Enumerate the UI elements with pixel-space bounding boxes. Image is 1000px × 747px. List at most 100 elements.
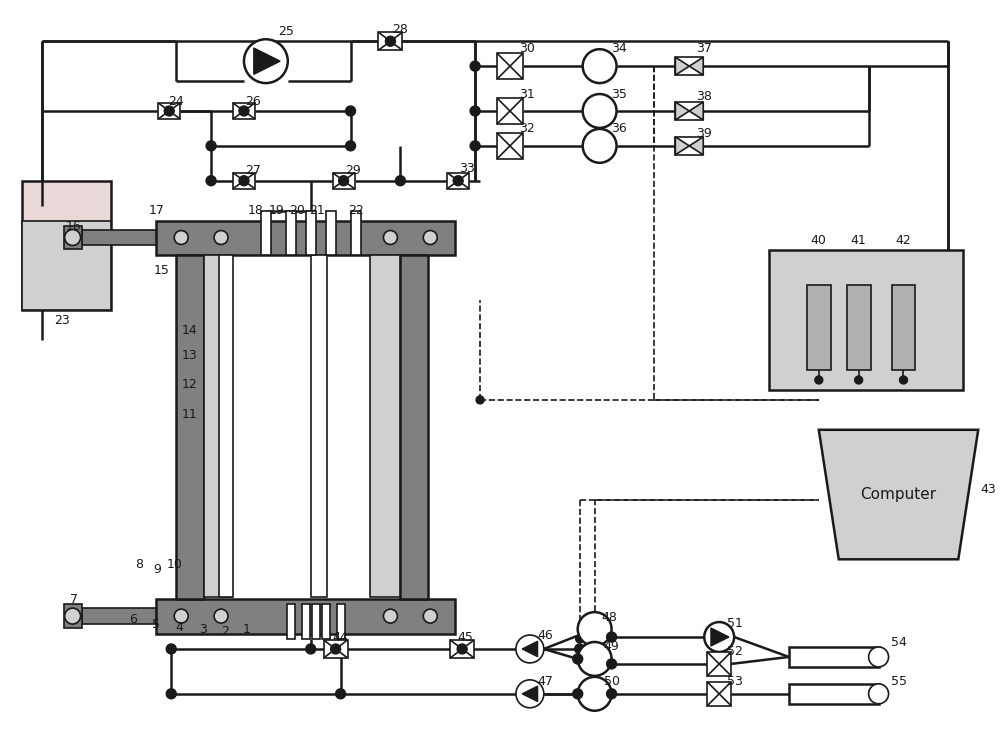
Bar	[892, 285, 915, 370]
Polygon shape	[689, 137, 703, 155]
Circle shape	[583, 94, 617, 128]
Bar	[324, 640, 348, 658]
Bar	[156, 220, 455, 255]
Circle shape	[607, 659, 617, 669]
Circle shape	[573, 654, 583, 664]
Bar	[333, 173, 355, 189]
Text: 39: 39	[696, 128, 712, 140]
Circle shape	[470, 106, 480, 116]
Bar	[807, 285, 831, 370]
Text: 23: 23	[54, 314, 70, 326]
Text: 24: 24	[168, 95, 184, 108]
Circle shape	[214, 609, 228, 623]
Text: 9: 9	[153, 562, 161, 576]
Circle shape	[166, 644, 176, 654]
Circle shape	[244, 40, 288, 83]
Bar	[707, 682, 731, 706]
Circle shape	[583, 49, 617, 83]
Bar	[337, 604, 345, 639]
Circle shape	[65, 608, 81, 624]
Text: 37: 37	[696, 42, 712, 55]
Bar	[707, 652, 731, 676]
Circle shape	[578, 642, 612, 676]
Circle shape	[453, 176, 463, 186]
Text: 46: 46	[537, 628, 553, 642]
Polygon shape	[689, 102, 703, 120]
Bar	[82, 229, 156, 246]
Text: 16: 16	[66, 220, 81, 233]
Circle shape	[346, 106, 356, 116]
Circle shape	[576, 635, 584, 643]
Text: 6: 6	[129, 613, 137, 625]
Circle shape	[336, 689, 346, 698]
Text: 41: 41	[851, 234, 867, 247]
Text: 13: 13	[181, 349, 197, 362]
Circle shape	[607, 689, 617, 698]
Circle shape	[395, 176, 405, 186]
Polygon shape	[711, 628, 729, 646]
Circle shape	[65, 229, 81, 246]
Circle shape	[306, 644, 316, 654]
Bar	[351, 211, 361, 255]
Text: 21: 21	[309, 204, 325, 217]
Circle shape	[470, 141, 480, 151]
Circle shape	[607, 632, 617, 642]
Text: 45: 45	[457, 630, 473, 643]
Bar	[675, 58, 703, 75]
Bar	[370, 255, 400, 597]
Text: 50: 50	[604, 675, 620, 688]
Bar	[497, 133, 523, 159]
Text: 42: 42	[896, 234, 911, 247]
Text: 44: 44	[333, 630, 348, 643]
Circle shape	[239, 176, 249, 186]
Text: 1: 1	[243, 622, 251, 636]
Text: 43: 43	[980, 483, 996, 496]
Circle shape	[476, 396, 484, 404]
Circle shape	[815, 376, 823, 384]
Circle shape	[869, 684, 889, 704]
Bar	[447, 173, 469, 189]
Bar	[789, 647, 879, 667]
Text: 54: 54	[891, 636, 906, 649]
Circle shape	[516, 635, 544, 663]
Text: 28: 28	[392, 23, 408, 36]
Circle shape	[457, 644, 467, 654]
Text: 10: 10	[166, 558, 182, 571]
Circle shape	[239, 106, 249, 116]
Bar	[450, 640, 474, 658]
Text: 7: 7	[70, 592, 78, 606]
Text: 25: 25	[278, 25, 294, 38]
Text: 51: 51	[727, 616, 743, 630]
Text: 17: 17	[148, 204, 164, 217]
Polygon shape	[522, 686, 538, 701]
Circle shape	[516, 680, 544, 707]
Bar	[261, 211, 271, 255]
Circle shape	[346, 141, 356, 151]
Bar	[176, 255, 204, 599]
Text: 36: 36	[611, 123, 626, 135]
Bar	[497, 98, 523, 124]
Bar	[233, 103, 255, 119]
Text: 34: 34	[611, 42, 626, 55]
Polygon shape	[819, 430, 978, 560]
Circle shape	[383, 609, 397, 623]
Circle shape	[164, 106, 174, 116]
Bar	[769, 250, 963, 390]
Bar	[287, 604, 295, 639]
Polygon shape	[689, 58, 703, 75]
Bar	[400, 255, 428, 599]
Circle shape	[214, 231, 228, 244]
Text: 30: 30	[519, 42, 535, 55]
Bar	[22, 220, 111, 310]
Text: 18: 18	[248, 204, 264, 217]
Bar	[306, 211, 316, 255]
Text: 26: 26	[245, 95, 261, 108]
Bar	[312, 604, 320, 639]
Circle shape	[583, 129, 617, 163]
Text: 5: 5	[152, 618, 160, 630]
Text: 2: 2	[221, 624, 229, 637]
Bar	[219, 255, 233, 597]
Text: Computer: Computer	[860, 487, 937, 502]
Text: 38: 38	[696, 90, 712, 102]
Circle shape	[573, 689, 583, 698]
